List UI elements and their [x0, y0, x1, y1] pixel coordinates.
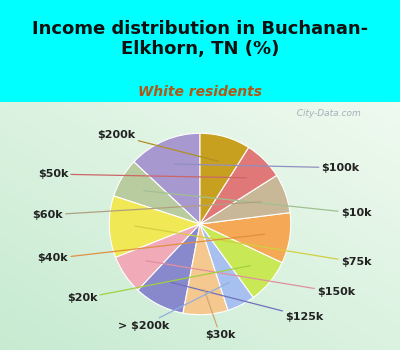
Text: $150k: $150k — [146, 261, 355, 297]
Text: $50k: $50k — [38, 169, 246, 179]
Wedge shape — [183, 224, 228, 315]
Text: > $200k: > $200k — [118, 282, 230, 331]
Text: Income distribution in Buchanan-
Elkhorn, TN (%): Income distribution in Buchanan- Elkhorn… — [32, 20, 368, 58]
Wedge shape — [134, 133, 200, 224]
Text: White residents: White residents — [138, 85, 262, 99]
Wedge shape — [200, 224, 253, 310]
Wedge shape — [200, 213, 291, 262]
Text: $125k: $125k — [170, 282, 324, 322]
Wedge shape — [114, 162, 200, 224]
Text: $60k: $60k — [32, 202, 262, 220]
Text: $10k: $10k — [144, 191, 371, 218]
Wedge shape — [200, 133, 249, 224]
Wedge shape — [200, 224, 282, 298]
Text: $200k: $200k — [98, 130, 218, 161]
Wedge shape — [109, 196, 200, 257]
Text: $20k: $20k — [67, 266, 250, 303]
Wedge shape — [200, 147, 277, 224]
Text: $40k: $40k — [38, 234, 264, 264]
Wedge shape — [116, 224, 200, 290]
Text: $100k: $100k — [174, 163, 360, 173]
Text: City-Data.com: City-Data.com — [292, 109, 361, 118]
Text: $75k: $75k — [135, 226, 371, 267]
Text: $30k: $30k — [204, 289, 235, 340]
Wedge shape — [138, 224, 200, 313]
Wedge shape — [200, 175, 290, 224]
